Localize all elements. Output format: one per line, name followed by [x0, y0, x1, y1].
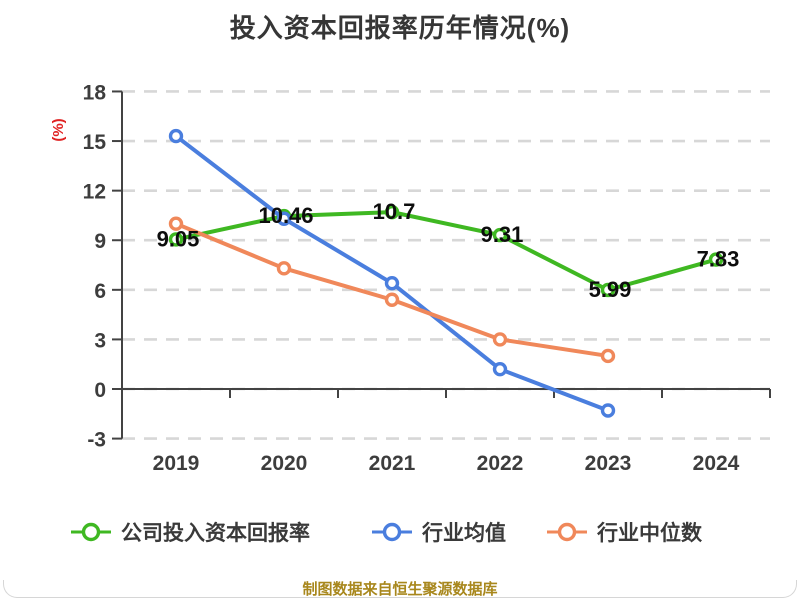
y-tick-label: 3 — [94, 329, 106, 352]
data-point-label: 7.83 — [697, 247, 740, 272]
data-point-label: 9.31 — [481, 222, 524, 247]
data-point-marker — [600, 403, 616, 418]
legend-item-0[interactable]: 公司投入资本回报率 — [70, 517, 310, 547]
legend-label: 行业中位数 — [597, 522, 702, 545]
x-tick-label: 2019 — [153, 452, 200, 475]
data-point-marker — [492, 227, 508, 243]
data-point-label: 10.7 — [373, 199, 416, 224]
data-point-marker — [708, 252, 724, 267]
data-point-marker — [492, 332, 508, 347]
data-point-marker — [492, 361, 508, 377]
chart-title: 投入资本回报率历年情况(%) — [229, 13, 571, 43]
line-chart-plot-area: 18 15 12 9 6 3 0 -3 2019 2020 2021 2022 2023 2024 (%) 9… — [50, 81, 771, 475]
series-line-0 — [174, 210, 718, 292]
data-point-marker — [168, 216, 184, 231]
y-tick-label: -3 — [87, 429, 106, 452]
data-point-marker — [276, 261, 292, 276]
y-axis-unit-label: (%) — [50, 118, 67, 141]
y-tick-label: 9 — [94, 230, 106, 253]
y-tick-label: 6 — [94, 280, 106, 303]
data-point-label: 9.05 — [157, 226, 200, 251]
x-tick-label: 2023 — [585, 452, 632, 475]
legend-marker-icon — [547, 522, 587, 542]
series-line-1 — [174, 134, 610, 413]
x-tick-label: 2024 — [693, 452, 740, 475]
legend-marker-icon — [372, 522, 412, 542]
legend-label: 公司投入资本回报率 — [121, 522, 310, 545]
data-point-label: 10.46 — [258, 203, 313, 228]
data-point-marker — [384, 276, 400, 291]
data-point-marker — [276, 211, 292, 226]
y-tick-label: 18 — [83, 81, 107, 104]
data-point-marker — [384, 204, 400, 220]
data-point-marker — [600, 348, 616, 364]
data-point-label: 5.99 — [589, 277, 632, 302]
y-tick-label: 15 — [83, 131, 107, 154]
chart-legend: 公司投入资本回报率 行业均值 行业中位数 — [0, 517, 800, 557]
data-point-marker — [168, 128, 184, 144]
legend-item-1[interactable]: 行业均值 — [371, 517, 506, 547]
legend-item-2[interactable]: 行业中位数 — [546, 517, 702, 547]
x-tick-label: 2020 — [261, 452, 308, 475]
data-source-note: 制图数据来自恒生聚源数据库 — [302, 581, 498, 598]
data-point-marker — [600, 282, 616, 298]
y-tick-label: 12 — [83, 181, 106, 204]
card-bottom-border — [3, 580, 797, 598]
legend-label: 行业均值 — [422, 522, 506, 545]
data-point-marker — [168, 232, 184, 247]
data-point-marker — [384, 292, 400, 307]
y-tick-label: 0 — [94, 379, 106, 402]
x-tick-label: 2021 — [369, 452, 416, 475]
legend-marker-icon — [71, 522, 111, 542]
x-tick-label: 2022 — [477, 452, 524, 475]
